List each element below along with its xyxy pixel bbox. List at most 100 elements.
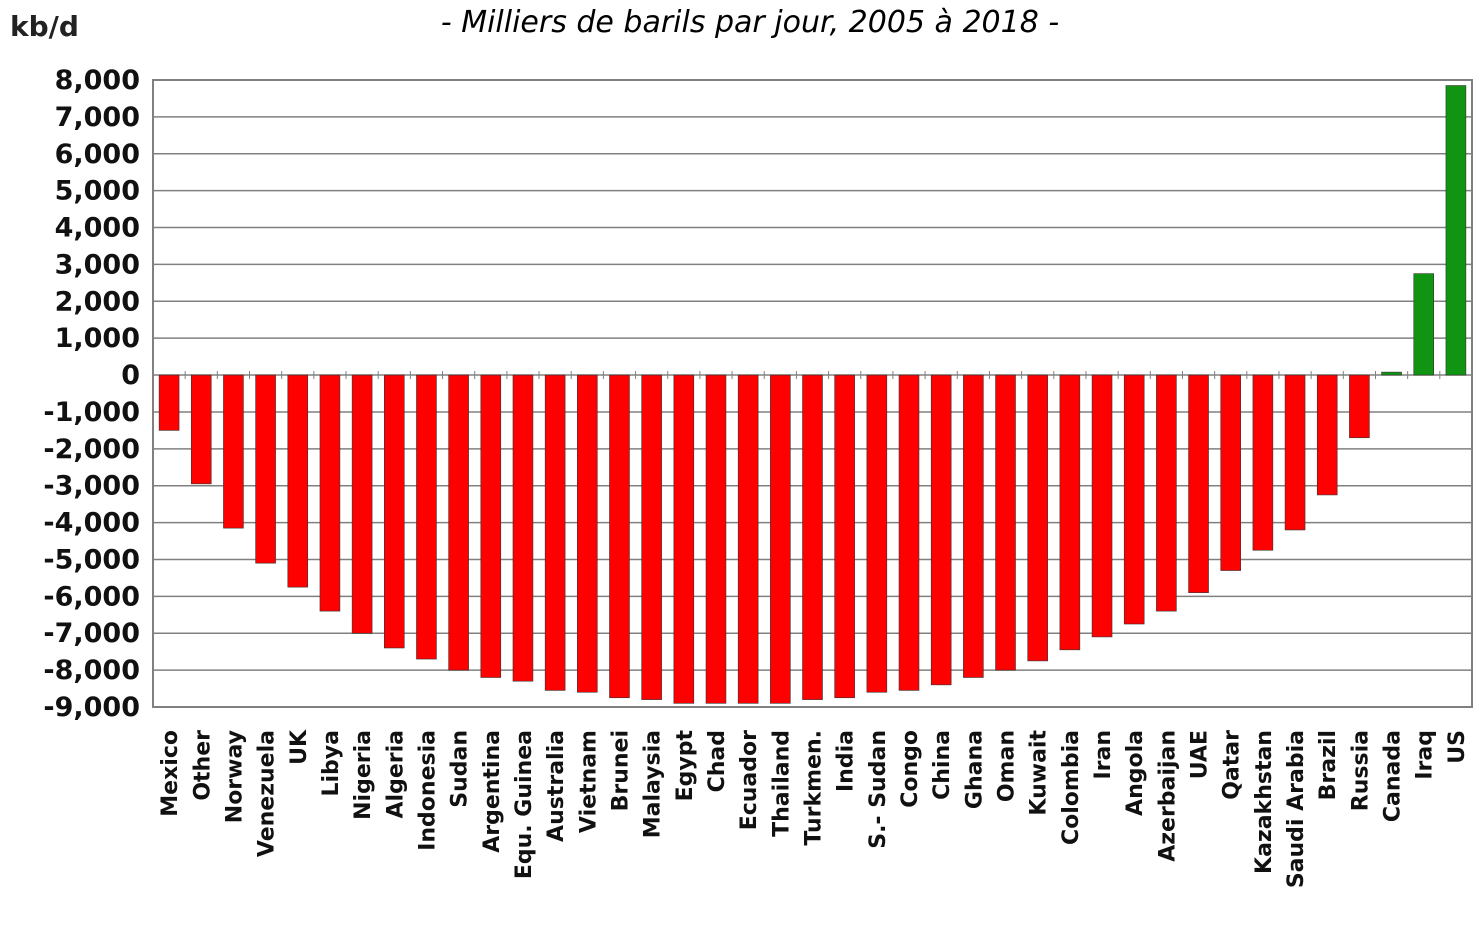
y-tick-labels: 8,000 7,000 6,000 5,000 4,000 3,000 2,000 1,000… <box>43 65 140 723</box>
x-tick-label: Saudi Arabia <box>1284 730 1309 888</box>
x-tick-label: Chad <box>705 730 730 792</box>
bar-venezuela <box>255 374 276 564</box>
bar-thailand <box>770 374 791 704</box>
y-tick-label: -9,000 <box>43 692 140 723</box>
bar-kuwait <box>1027 374 1048 662</box>
bar-qatar <box>1220 374 1241 571</box>
y-tick-label: -1,000 <box>43 397 140 428</box>
x-tick-label: Norway <box>222 730 247 823</box>
y-tick-label: 0 <box>121 360 140 391</box>
bar-china <box>930 374 952 686</box>
y-tick-label: -7,000 <box>43 618 140 649</box>
x-tick-label: Other <box>190 730 215 801</box>
x-tick-label: Algeria <box>383 730 408 818</box>
bar-libya <box>319 374 341 612</box>
bar-egypt <box>673 374 695 704</box>
x-tick-label: Nigeria <box>351 730 376 820</box>
bar-saudi-arabia <box>1284 374 1306 531</box>
x-tick-label: Libya <box>319 730 344 797</box>
y-tick-label: 7,000 <box>55 102 140 133</box>
x-tick-label: Qatar <box>1220 730 1245 800</box>
x-tick-labels: Mexico Other Norway Venezuela UK Libya Nigeria… <box>158 729 1470 888</box>
bar-nigeria <box>351 374 373 634</box>
bar-uae <box>1188 374 1209 593</box>
y-tick-label: -5,000 <box>43 544 140 575</box>
x-tick-label: Congo <box>898 730 923 808</box>
bar-turkmen <box>802 374 823 700</box>
y-tick-label: 1,000 <box>55 323 140 354</box>
x-tick-label: Kuwait <box>1027 730 1052 816</box>
x-tick-label: UAE <box>1188 730 1213 779</box>
x-tick-label: S.- Sudan <box>866 730 891 849</box>
x-tick-label: Brunei <box>608 730 633 811</box>
x-tick-label: Oman <box>995 730 1020 802</box>
bar-mexico <box>158 374 180 431</box>
bar-norway <box>223 374 244 529</box>
bar-australia <box>544 374 566 691</box>
x-tick-label: Indonesia <box>415 730 440 851</box>
y-tick-label: -3,000 <box>43 471 140 502</box>
y-tick-label: -8,000 <box>43 655 140 686</box>
bar-sudan <box>448 374 469 671</box>
x-tick-label: Turkmen. <box>802 730 827 846</box>
y-tick-label: -2,000 <box>43 434 140 465</box>
bar-russia <box>1349 374 1370 439</box>
bar-azerbaijan <box>1156 374 1177 612</box>
bar-vietnam <box>577 374 598 693</box>
x-tick-label: China <box>930 730 955 800</box>
bar-colombia <box>1059 374 1081 651</box>
bar-india <box>834 374 855 699</box>
x-tick-label: Colombia <box>1059 730 1084 845</box>
x-tick-label: Mexico <box>158 730 183 817</box>
x-tick-label: Vietnam <box>576 730 601 833</box>
bar-ghana <box>963 374 984 678</box>
x-tick-label: Canada <box>1381 730 1406 822</box>
bar-iran <box>1091 374 1113 638</box>
y-tick-label: 4,000 <box>55 213 140 244</box>
bar-kazakhstan <box>1252 374 1274 551</box>
y-tick-label: -4,000 <box>43 508 140 539</box>
x-tick-label: Venezuela <box>255 730 280 857</box>
bar-uk <box>287 374 309 588</box>
y-tick-label: 2,000 <box>55 286 140 317</box>
bar-algeria <box>384 374 405 649</box>
x-tick-label: Iraq <box>1413 730 1438 780</box>
bar-canada <box>1381 371 1402 376</box>
bar-angola <box>1123 374 1145 625</box>
x-tick-label: Egypt <box>673 730 698 802</box>
x-tick-label: Malaysia <box>641 730 666 838</box>
bar-s-sudan <box>866 374 888 693</box>
bar-indonesia <box>416 374 437 660</box>
bar-us <box>1445 85 1467 376</box>
bar-other <box>190 374 212 485</box>
y-tick-label: 8,000 <box>55 65 140 96</box>
x-tick-label: Ghana <box>962 730 987 809</box>
bar-brazil <box>1316 374 1338 496</box>
bar-iraq <box>1413 273 1435 376</box>
x-tick-label: Argentina <box>480 730 505 853</box>
y-tick-label: 5,000 <box>55 176 140 207</box>
x-tick-label: UK <box>287 729 312 765</box>
x-tick-label: Azerbaijan <box>1155 730 1180 862</box>
bar-chad <box>705 374 727 704</box>
plot-frame <box>152 79 1473 708</box>
x-tick-label: Equ. Guinea <box>512 730 537 879</box>
x-tick-label: Sudan <box>448 730 473 808</box>
x-tick-label: Australia <box>544 730 569 842</box>
bars <box>158 85 1467 704</box>
y-tick-label: 3,000 <box>55 249 140 280</box>
bar-equ-guinea <box>512 374 534 682</box>
x-tick-label: Thailand <box>769 730 794 837</box>
bar-brunei <box>609 374 630 699</box>
y-tick-label: 6,000 <box>55 139 140 170</box>
bar-argentina <box>480 374 502 678</box>
x-tick-label: India <box>834 730 859 792</box>
x-tick-label: Ecuador <box>737 730 762 830</box>
bar-malaysia <box>641 374 662 700</box>
y-axis-unit-label: kb/d <box>10 10 79 43</box>
bar-congo <box>898 374 920 691</box>
x-tick-label: Russia <box>1348 730 1373 811</box>
x-tick-label: Iran <box>1091 730 1116 780</box>
y-tick-label: -6,000 <box>43 581 140 612</box>
